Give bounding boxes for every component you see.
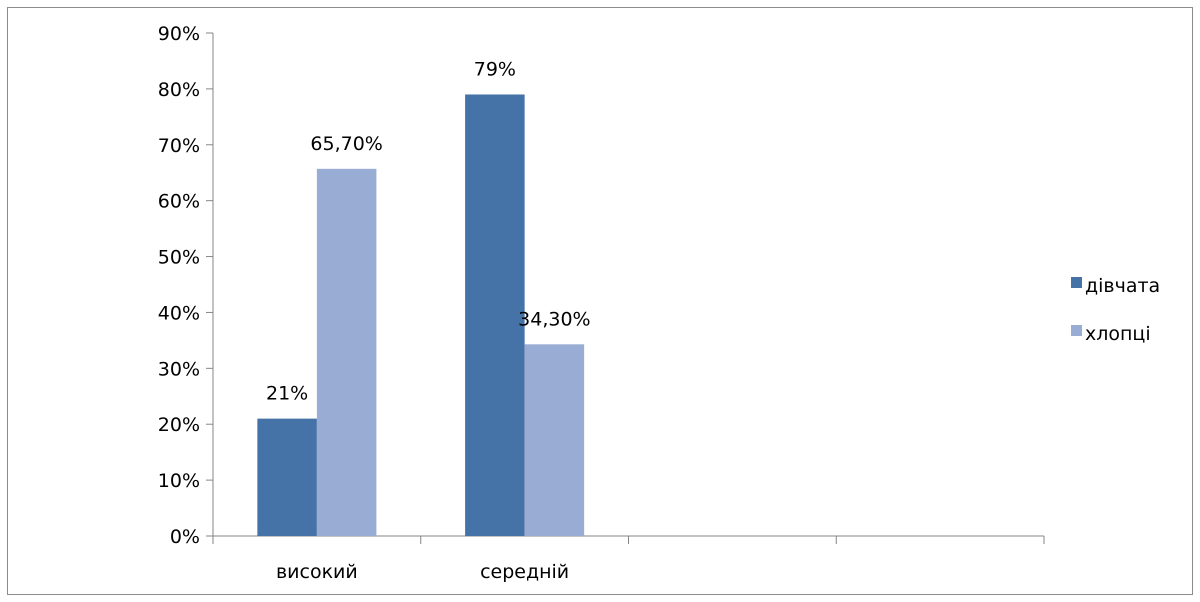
bar (524, 344, 585, 536)
bar (316, 168, 377, 536)
bar-chart: 0% 10% 20% 30% 40% 50% 60% 70% 80% 90% високий сер… (158, 23, 1160, 583)
legend: дівчата хлопці (1071, 275, 1160, 345)
legend-swatch (1071, 325, 1082, 336)
data-labels: 21% 79% 65,70% 34,30% (266, 58, 591, 404)
legend-label: дівчата (1085, 275, 1160, 297)
chart-frame: 0% 10% 20% 30% 40% 50% 60% 70% 80% 90% високий сер… (7, 7, 1193, 595)
data-label: 34,30% (518, 308, 590, 330)
y-tick-label: 30% (158, 358, 200, 380)
bar (257, 418, 317, 536)
y-tick-label: 90% (158, 23, 200, 45)
y-tick-label: 20% (158, 414, 200, 436)
y-tick-label: 70% (158, 135, 200, 157)
y-tick-label: 50% (158, 247, 200, 269)
x-category-label: високий (276, 561, 358, 583)
legend-swatch (1071, 277, 1082, 288)
x-category-label: середній (480, 561, 569, 583)
data-label: 79% (474, 58, 516, 80)
bars (257, 94, 585, 536)
y-tick-label: 0% (170, 526, 200, 548)
x-axis: високий середній (212, 535, 1045, 583)
y-tick-label: 10% (158, 470, 200, 492)
data-label: 21% (266, 383, 308, 405)
y-tick-label: 60% (158, 191, 200, 213)
data-label: 65,70% (310, 133, 382, 155)
y-tick-label: 80% (158, 79, 200, 101)
y-tick-label: 40% (158, 302, 200, 324)
legend-label: хлопці (1085, 323, 1151, 345)
y-axis: 0% 10% 20% 30% 40% 50% 60% 70% 80% 90% (158, 23, 214, 548)
bar (465, 94, 525, 536)
